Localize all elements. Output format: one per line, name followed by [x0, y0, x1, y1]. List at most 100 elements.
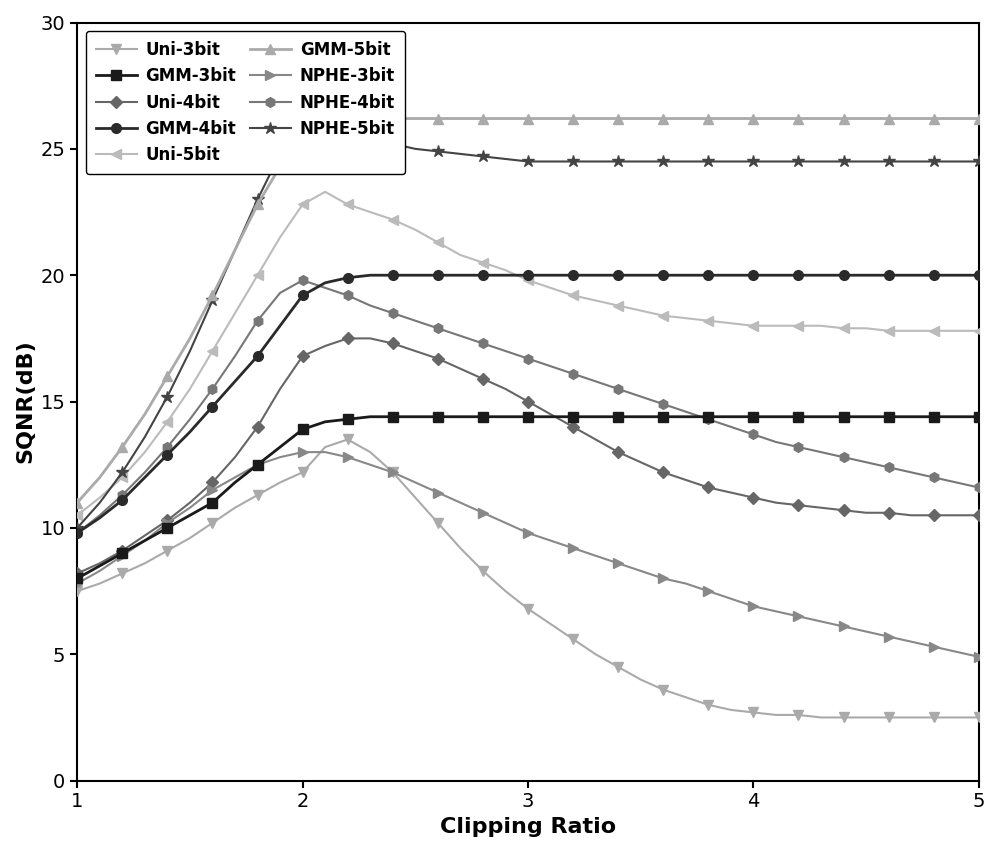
NPHE-5bit — [499, 154, 511, 164]
Uni-4bit — [454, 364, 466, 374]
Uni-4bit — [116, 545, 128, 556]
GMM-5bit — [116, 442, 128, 452]
NPHE-5bit — [116, 467, 128, 477]
GMM-4bit — [94, 513, 106, 523]
Uni-4bit — [770, 498, 782, 508]
Uni-4bit — [905, 510, 917, 521]
GMM-4bit — [206, 401, 218, 412]
NPHE-3bit — [590, 550, 602, 561]
Y-axis label: SQNR(dB): SQNR(dB) — [15, 340, 35, 463]
Uni-5bit — [387, 215, 399, 225]
Line: Uni-3bit: Uni-3bit — [72, 435, 984, 722]
Uni-3bit — [364, 447, 376, 458]
GMM-5bit — [928, 113, 940, 124]
Uni-4bit — [838, 505, 850, 515]
NPHE-5bit — [454, 149, 466, 159]
GMM-4bit — [635, 270, 647, 280]
NPHE-3bit — [770, 607, 782, 617]
Uni-4bit — [545, 409, 557, 419]
NPHE-4bit — [522, 354, 534, 364]
Uni-4bit — [184, 498, 196, 508]
NPHE-3bit — [635, 566, 647, 576]
NPHE-3bit — [297, 447, 309, 458]
Line: NPHE-5bit: NPHE-5bit — [71, 130, 985, 534]
NPHE-4bit — [184, 414, 196, 424]
GMM-4bit — [883, 270, 895, 280]
Uni-4bit — [635, 458, 647, 468]
GMM-5bit — [252, 199, 264, 210]
Uni-5bit — [454, 250, 466, 260]
Uni-5bit — [590, 296, 602, 306]
Uni-4bit — [139, 531, 151, 541]
NPHE-4bit — [229, 351, 241, 361]
NPHE-5bit — [71, 523, 83, 533]
Line: GMM-5bit: GMM-5bit — [72, 113, 984, 508]
NPHE-3bit — [905, 636, 917, 647]
Uni-4bit — [702, 482, 714, 492]
Uni-5bit — [702, 315, 714, 325]
Uni-5bit — [184, 383, 196, 394]
NPHE-5bit — [94, 498, 106, 508]
Uni-5bit — [477, 257, 489, 268]
NPHE-4bit — [590, 377, 602, 387]
GMM-5bit — [297, 136, 309, 147]
NPHE-5bit — [950, 157, 962, 167]
GMM-3bit — [883, 412, 895, 422]
NPHE-4bit — [725, 422, 737, 432]
NPHE-5bit — [477, 152, 489, 162]
Uni-4bit — [297, 351, 309, 361]
Uni-3bit — [229, 503, 241, 513]
Uni-4bit — [206, 477, 218, 487]
NPHE-3bit — [928, 642, 940, 652]
Uni-5bit — [792, 320, 804, 331]
GMM-4bit — [770, 270, 782, 280]
NPHE-5bit — [274, 149, 286, 159]
Uni-4bit — [612, 447, 624, 458]
NPHE-3bit — [319, 447, 331, 458]
NPHE-5bit — [612, 157, 624, 167]
NPHE-5bit — [905, 157, 917, 167]
GMM-5bit — [725, 113, 737, 124]
Uni-5bit — [905, 325, 917, 336]
Uni-3bit — [860, 712, 872, 722]
GMM-4bit — [71, 528, 83, 538]
Uni-3bit — [116, 568, 128, 579]
Uni-4bit — [499, 383, 511, 394]
GMM-3bit — [973, 412, 985, 422]
GMM-3bit — [116, 548, 128, 558]
GMM-4bit — [184, 427, 196, 437]
NPHE-4bit — [612, 383, 624, 394]
GMM-3bit — [477, 412, 489, 422]
GMM-4bit — [702, 270, 714, 280]
GMM-3bit — [274, 442, 286, 452]
Uni-3bit — [883, 712, 895, 722]
Uni-3bit — [409, 492, 421, 503]
NPHE-4bit — [409, 315, 421, 325]
GMM-4bit — [725, 270, 737, 280]
Line: Uni-5bit: Uni-5bit — [72, 187, 984, 521]
Uni-4bit — [747, 492, 759, 503]
GMM-4bit — [590, 270, 602, 280]
GMM-4bit — [905, 270, 917, 280]
NPHE-3bit — [477, 508, 489, 518]
NPHE-4bit — [928, 472, 940, 482]
NPHE-4bit — [116, 490, 128, 500]
GMM-4bit — [409, 270, 421, 280]
Uni-3bit — [973, 712, 985, 722]
NPHE-5bit — [860, 157, 872, 167]
Uni-3bit — [94, 579, 106, 589]
GMM-5bit — [680, 113, 692, 124]
GMM-3bit — [229, 477, 241, 487]
NPHE-5bit — [815, 157, 827, 167]
GMM-3bit — [71, 573, 83, 584]
GMM-5bit — [184, 333, 196, 343]
NPHE-4bit — [387, 308, 399, 319]
GMM-3bit — [905, 412, 917, 422]
GMM-3bit — [161, 523, 173, 533]
GMM-3bit — [747, 412, 759, 422]
NPHE-5bit — [590, 157, 602, 167]
GMM-3bit — [342, 414, 354, 424]
NPHE-4bit — [680, 406, 692, 417]
GMM-3bit — [252, 459, 264, 469]
GMM-5bit — [71, 498, 83, 508]
